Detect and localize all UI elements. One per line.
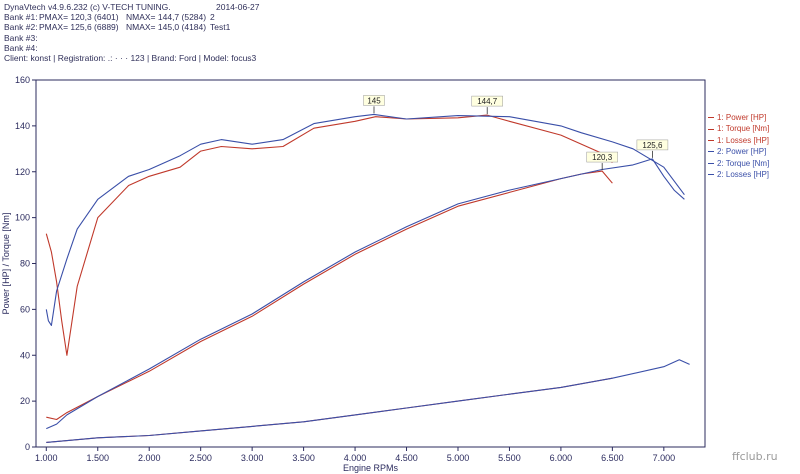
annotation-label-4: 125,6 xyxy=(642,141,663,150)
annotation-label-2: 144,7 xyxy=(477,97,498,106)
legend-swatch xyxy=(708,151,714,153)
bank2-label: Bank #2: xyxy=(4,22,38,33)
bank2-nmax: NMAX= 145,0 (4184) xyxy=(126,22,207,33)
bank1-nmax: NMAX= 144,7 (5284) xyxy=(126,12,207,23)
y-tick-label: 0 xyxy=(25,442,30,452)
bank1-pmax: PMAX= 120,3 (6401) xyxy=(39,12,119,23)
legend-item-1-torque: 1: Torque [Nm] xyxy=(708,123,798,134)
bank3-label: Bank #3: xyxy=(4,32,38,43)
bank2-extra: Test1 xyxy=(210,22,231,33)
legend-label: 2: Torque [Nm] xyxy=(717,158,770,168)
annotation-box xyxy=(363,95,385,106)
run-date: 2014-06-27 xyxy=(216,2,260,12)
y-axis-label: Power [HP] / Torque [Nm] xyxy=(1,213,11,315)
legend-item-2-power: 2: Power [HP] xyxy=(708,146,798,157)
x-axis-label: Engine RPMs xyxy=(343,463,399,473)
series-line-1 xyxy=(46,170,613,421)
y-tick-label: 40 xyxy=(20,350,30,360)
bank2-pmax: PMAX= 125,6 (6889) xyxy=(39,22,119,33)
x-tick-label: 2.000 xyxy=(138,453,161,463)
y-tick-label: 140 xyxy=(15,121,30,131)
annotation-box xyxy=(471,95,503,107)
annotation-box xyxy=(586,151,618,163)
legend-item-2-torque: 2: Torque [Nm] xyxy=(708,158,798,169)
watermark: ffclub.ru xyxy=(732,450,778,463)
series-line-2 xyxy=(45,114,613,356)
software-version: DynaVtech v4.9.6.232 (c) V-TECH TUNING. xyxy=(4,2,171,12)
x-tick-label: 5.000 xyxy=(447,453,470,463)
y-tick-label: 100 xyxy=(15,213,30,223)
legend-swatch xyxy=(708,162,714,164)
legend-label: 1: Power [HP] xyxy=(717,113,767,122)
annotation-label-3: 120,3 xyxy=(592,153,613,162)
chart-series xyxy=(45,113,690,443)
plot-frame xyxy=(35,79,706,448)
y-tick-label: 80 xyxy=(20,259,30,269)
y-tick-label: 160 xyxy=(15,75,30,85)
x-tick-label: 5.500 xyxy=(498,453,521,463)
chart-axes: 1.000 1.500 2.000 2.500 3.000 3.500 4.000 4.500… xyxy=(1,75,706,473)
x-tick-label: 7.000 xyxy=(653,453,676,463)
legend-label: 1: Torque [Nm] xyxy=(717,124,770,134)
x-tick-label: 2.500 xyxy=(189,453,212,463)
x-tick-label: 1.500 xyxy=(86,453,109,463)
x-tick-label: 3.000 xyxy=(241,453,264,463)
y-tick-label: 60 xyxy=(20,304,30,314)
x-tick-label: 6.000 xyxy=(550,453,573,463)
client-info: Client: konst | Registration: .: · · · 1… xyxy=(4,52,257,63)
chart-legend: 1: Power [HP] 1: Torque [Nm] 1: Losses [… xyxy=(708,112,798,180)
bank1-extra: 2 xyxy=(210,12,215,23)
x-tick-label: 1.000 xyxy=(35,453,58,463)
series-line-5 xyxy=(45,113,685,326)
legend-item-1-power: 1: Power [HP] xyxy=(708,112,798,123)
legend-swatch xyxy=(708,117,714,119)
legend-item-2-losses: 2: Losses [HP] xyxy=(708,169,798,180)
chart-annotations: 145 144,7 120,3 125,6 xyxy=(363,95,669,171)
y-tick-label: 120 xyxy=(15,167,30,177)
series-line-6 xyxy=(46,359,690,443)
series-line-3 xyxy=(46,377,613,443)
legend-label: 2: Power [HP] xyxy=(717,147,767,157)
series-line-4 xyxy=(46,158,685,430)
x-tick-label: 4.000 xyxy=(344,453,367,463)
legend-label: 1: Losses [HP] xyxy=(717,135,770,145)
x-tick-label: 6.500 xyxy=(601,453,624,463)
y-tick-label: 20 xyxy=(20,396,30,406)
legend-label: 2: Losses [HP] xyxy=(717,169,770,179)
annotation-box xyxy=(636,139,669,151)
dyno-header: DynaVtech v4.9.6.232 (c) V-TECH TUNING. … xyxy=(4,2,524,63)
x-tick-label: 4.500 xyxy=(395,453,418,463)
annotation-label-1: 145 xyxy=(367,96,381,105)
x-tick-label: 3.500 xyxy=(292,453,315,463)
legend-item-1-losses: 1: Losses [HP] xyxy=(708,135,798,146)
legend-swatch xyxy=(708,139,714,141)
bank4-label: Bank #4: xyxy=(4,42,38,53)
bank1-label: Bank #1: xyxy=(4,12,38,23)
legend-swatch xyxy=(708,128,714,130)
legend-swatch xyxy=(708,174,714,176)
